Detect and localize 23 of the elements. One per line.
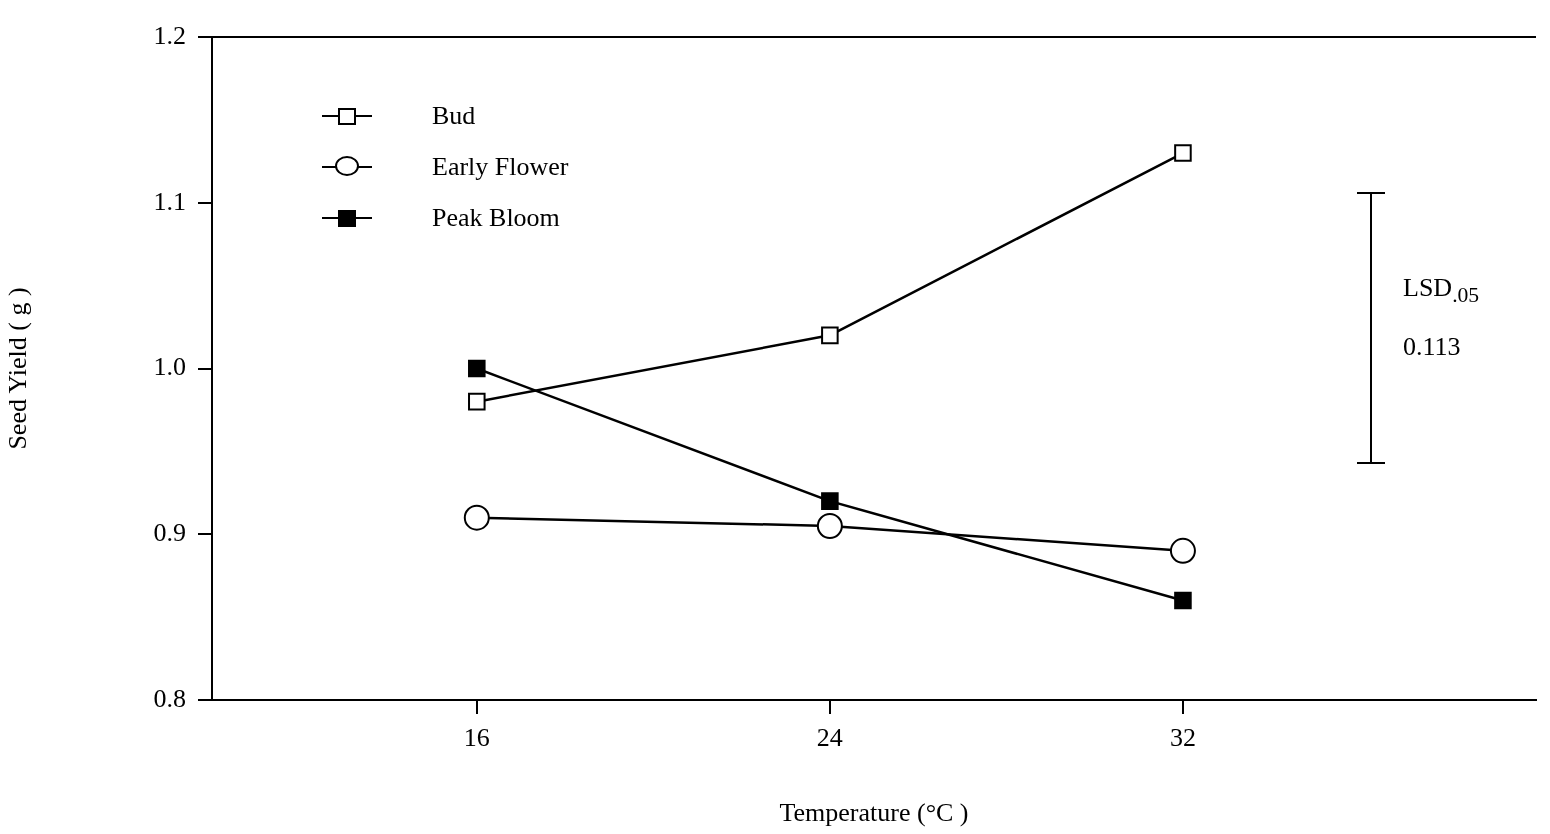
y-tick-label: 1.1: [153, 186, 186, 216]
point: [468, 359, 486, 378]
x-tick-label: 32: [1169, 723, 1196, 753]
legend-label: Peak Bloom: [432, 202, 560, 233]
y-tick-label: 1.0: [153, 352, 186, 382]
x-axis-title: Temperature (°C ): [779, 798, 969, 828]
legend-label: Bud: [432, 100, 476, 131]
point: [1169, 537, 1196, 564]
point: [821, 326, 839, 345]
point: [463, 504, 490, 531]
y-tick-label: 1.2: [153, 20, 186, 50]
y-tick-label: 0.9: [153, 518, 186, 548]
point: [1174, 144, 1192, 162]
point: [1174, 591, 1192, 610]
point: [821, 492, 839, 510]
point: [468, 392, 486, 411]
annotation: LSD$_{.05}$ 0.113: [1403, 272, 1480, 364]
point: [816, 512, 843, 539]
y-tick-label: 0.8: [153, 683, 186, 713]
x-tick-label: 16: [463, 723, 490, 753]
y-axis-title: Seed Yield ( g ): [3, 287, 33, 450]
legend-label: Early Flower: [432, 151, 569, 182]
x-tick-label: 24: [816, 723, 843, 753]
